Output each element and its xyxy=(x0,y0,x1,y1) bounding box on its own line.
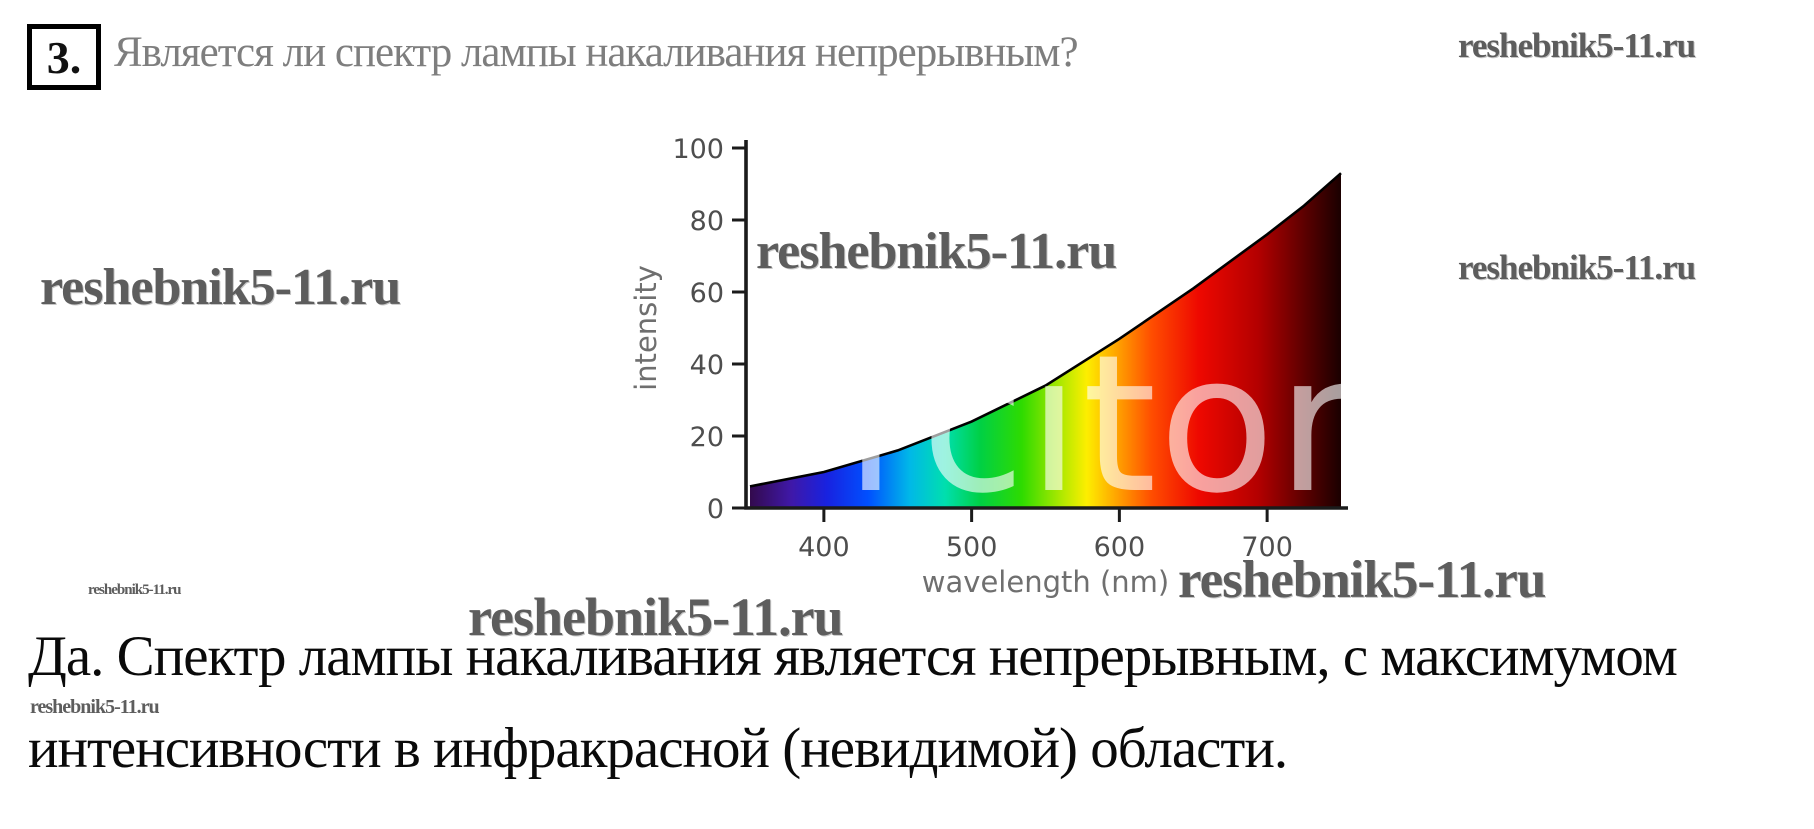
watermark-right: reshebnik5-11.ru xyxy=(1458,248,1696,287)
y-tick-label: 0 xyxy=(707,494,724,525)
watermark-bottom-small-2: reshebnik5-11.ru xyxy=(30,696,160,718)
watermark-on-chart: reshebnik5-11.ru xyxy=(756,223,1117,280)
y-tick-label: 100 xyxy=(672,134,724,165)
watermark-bottom-right: reshebnik5-11.ru xyxy=(1178,551,1546,609)
spectrum-curve xyxy=(749,172,1342,488)
y-axis-label: intensity xyxy=(629,265,663,391)
question-text: Является ли спектр лампы накаливания неп… xyxy=(114,29,1079,76)
y-tick-label: 80 xyxy=(690,206,724,237)
watermark-bottom-center: reshebnik5-11.ru xyxy=(468,587,844,647)
answer-line-1: Да. Спектр лампы накаливания является не… xyxy=(28,625,1678,688)
x-tick-label: 400 xyxy=(798,532,850,563)
answer-line-2: интенсивности в инфракрасной (невидимой)… xyxy=(28,717,1288,780)
spectrum-chart: 0 20 40 60 80 100 400 500 600 700 wavelength (nm) i… xyxy=(629,134,1348,599)
x-tick-label: 600 xyxy=(1094,532,1146,563)
spectrum-area xyxy=(750,173,1341,508)
watermark-bottom-small-1: reshebnik5-11.ru xyxy=(88,582,181,598)
y-tick-label: 20 xyxy=(690,422,724,453)
x-tick-label: 500 xyxy=(946,532,998,563)
watermark-top-right: reshebnik5-11.ru xyxy=(1458,26,1696,65)
x-tick-label: 700 xyxy=(1241,532,1293,563)
y-tick-label: 40 xyxy=(690,350,724,381)
watermark-left: reshebnik5-11.ru xyxy=(40,259,401,316)
question-number-box: 3. xyxy=(27,24,101,90)
x-axis-label: wavelength (nm) xyxy=(922,565,1169,599)
question-number: 3. xyxy=(46,31,82,83)
y-tick-label: 60 xyxy=(690,278,724,309)
